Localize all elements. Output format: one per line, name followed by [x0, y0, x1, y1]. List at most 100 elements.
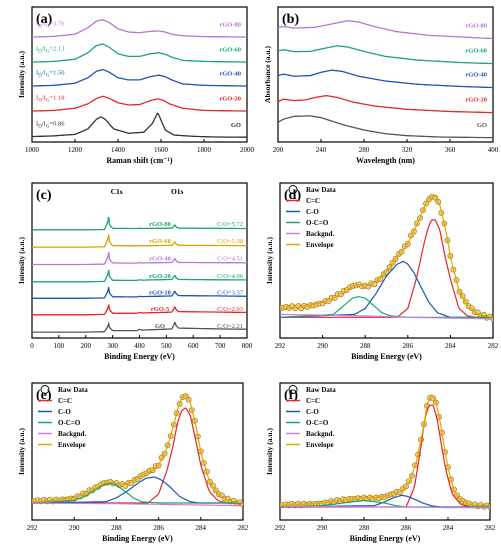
x-tick-label: 300	[107, 342, 118, 350]
y-axis-label: Intensity (a.u.)	[17, 428, 26, 475]
panel-label: (f)	[284, 388, 298, 403]
x-tick-label: 284	[196, 524, 207, 532]
ratio-label: ID/IG=1.18	[36, 95, 64, 104]
plot-frame	[277, 6, 494, 143]
x-axis-label: Wavelength (nm)	[356, 156, 415, 165]
series-line-rgo-5	[32, 304, 247, 316]
legend-label: Envelope	[306, 241, 334, 249]
x-tick-label: 0	[30, 342, 34, 350]
x-tick-label: 280	[359, 146, 370, 154]
legend-label: C=C	[58, 397, 72, 405]
ratio-label: C/O=5.08	[217, 238, 243, 245]
series-line-envelope	[280, 195, 493, 318]
legend-label: Raw Data	[306, 386, 336, 394]
series-line-rgo-60	[32, 43, 247, 63]
peak-label: O1s	[171, 187, 184, 196]
legend-label: C=C	[306, 197, 320, 205]
series-line-backgnd	[280, 505, 490, 509]
legend-label: C=C	[306, 397, 320, 405]
x-tick-label: 290	[317, 342, 328, 350]
legend-label: Envelope	[58, 441, 86, 449]
series-label: rGO-40	[219, 71, 241, 78]
panel-label: (a)	[36, 12, 53, 27]
panel-a: 1000 1200 1400 1600 1800 2000 Raman shift (cm⁻…	[17, 6, 255, 165]
legend-marker	[40, 385, 50, 394]
legend-label: O-C=O	[58, 419, 81, 427]
x-tick-label: 288	[111, 524, 122, 532]
ratio-label: C/O=2.21	[217, 323, 243, 330]
x-tick-label: 600	[188, 342, 199, 350]
x-tick-label: 292	[275, 524, 286, 532]
series-line-rgo-20	[278, 95, 493, 114]
x-tick-label: 290	[69, 524, 80, 532]
x-tick-label: 200	[273, 146, 284, 154]
panel-e: 292 290 288 286 284 282 Binding Energy (eV) Int…	[17, 382, 249, 543]
legend-label: O-C=O	[306, 219, 329, 227]
series-line-rgo-20	[32, 269, 247, 283]
series-line-rgo-20	[32, 95, 247, 112]
panel-label: (c)	[36, 188, 52, 203]
panel-label: (d)	[284, 188, 301, 203]
x-tick-label: 1000	[25, 146, 40, 154]
plot-area	[32, 216, 247, 333]
x-tick-label: 286	[153, 524, 164, 532]
legend-label: Backgnd.	[306, 230, 334, 238]
x-axis-label: Binding Energy (eV)	[102, 534, 173, 543]
ratio-label: ID/IG=2.13	[36, 46, 64, 55]
x-tick-label: 292	[27, 524, 38, 532]
series-line-rgo-60	[278, 45, 493, 65]
peak-label: C1s	[111, 187, 123, 196]
panel-d: 292 290 288 286 284 282 Binding Energy (eV) Int…	[265, 182, 499, 361]
y-axis-label: Intensity (a.u.)	[265, 428, 274, 475]
x-tick-label: 2000	[240, 146, 255, 154]
legend-label: Raw Data	[306, 186, 336, 194]
plot-frame	[279, 182, 494, 339]
series-label: GO	[477, 122, 487, 129]
series-label: GO	[231, 122, 241, 129]
legend: Raw Data C=C C-O O-C=O Backgnd. Envelope	[38, 385, 88, 449]
legend: Raw Data C=C C-O O-C=O Backgnd. Envelope	[286, 385, 336, 449]
panel-label: (e)	[36, 388, 52, 403]
x-tick-label: 282	[238, 524, 249, 532]
series-line-backgnd	[32, 502, 243, 507]
legend-label: C-O	[306, 208, 319, 216]
data-point	[377, 275, 384, 282]
series-line-rgo-10	[32, 286, 247, 299]
x-tick-label: 292	[275, 342, 286, 350]
series-label: rGO-80	[219, 22, 241, 29]
x-tick-label: 320	[402, 146, 413, 154]
series-line-go	[32, 112, 247, 138]
series-label: rGO-5	[151, 306, 170, 313]
series-line-go	[32, 321, 247, 333]
series-line-rgo-40	[278, 69, 493, 89]
legend-marker	[288, 385, 298, 394]
y-axis-label: Intensity (a.u.)	[17, 51, 26, 98]
series-line-backgnd	[280, 313, 493, 320]
plot-frame	[279, 382, 491, 521]
series-label: rGO-80	[465, 23, 487, 30]
x-tick-label: 286	[403, 342, 414, 350]
y-axis-label: Absorbance (a.u.)	[263, 46, 272, 103]
x-axis-label: Binding Energy (eV)	[350, 534, 421, 543]
series-label: rGO-60	[149, 238, 171, 245]
plot-area	[32, 18, 247, 138]
plot-area	[280, 193, 493, 322]
ratio-label: ID/IG=1.50	[36, 70, 64, 79]
ratio-label: ID/IG=3.76	[36, 21, 65, 30]
plot-area	[280, 394, 490, 510]
x-tick-label: 282	[485, 524, 496, 532]
x-tick-label: 200	[81, 342, 92, 350]
series-line-rgo-40	[32, 252, 247, 266]
legend-label: Envelope	[306, 441, 334, 449]
y-axis-label: Intensity (a.u.)	[17, 237, 26, 284]
x-tick-label: 286	[401, 524, 412, 532]
panel-b: 200 240 280 320 360 400 Wavelength (nm) Absorba…	[263, 6, 499, 165]
legend-label: Raw Data	[58, 386, 88, 394]
x-tick-label: 240	[316, 146, 327, 154]
plot-frame	[31, 382, 244, 521]
panel-f: 292 290 288 286 284 282 Binding Energy (eV) Int…	[265, 382, 496, 543]
legend-label: O-C=O	[306, 419, 329, 427]
x-tick-label: 1600	[154, 146, 169, 154]
x-tick-label: 288	[359, 524, 370, 532]
data-point	[468, 305, 475, 311]
